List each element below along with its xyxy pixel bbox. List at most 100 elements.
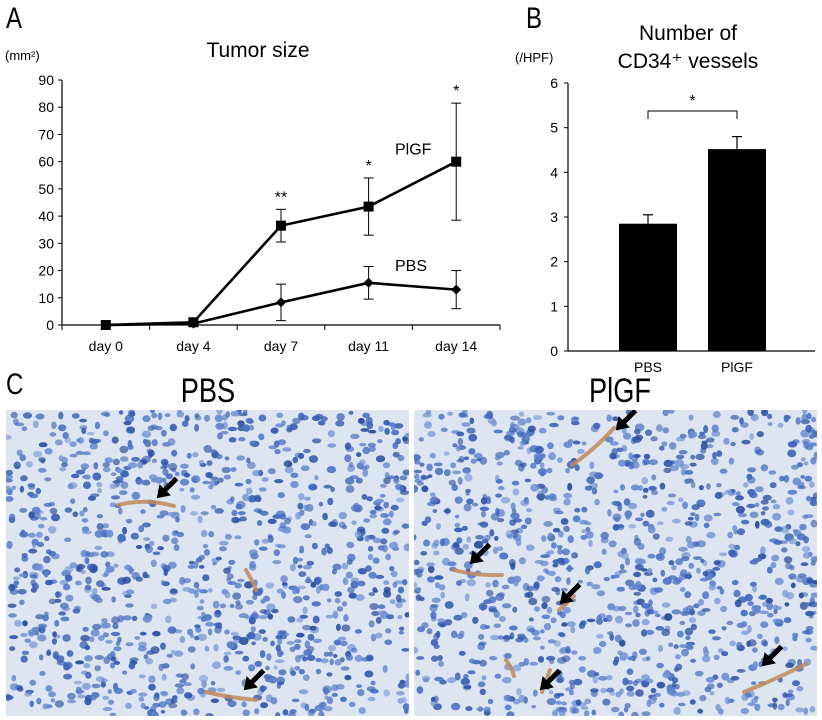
tissue-nucleus	[372, 557, 380, 564]
tissue-nucleus	[51, 421, 57, 430]
tissue-nucleus	[368, 620, 375, 628]
tissue-nucleus	[366, 496, 373, 502]
tissue-nucleus	[612, 605, 621, 612]
tissue-nucleus	[367, 553, 374, 561]
tissue-nucleus	[727, 531, 733, 539]
tissue-nucleus	[419, 462, 425, 467]
tissue-nucleus	[431, 496, 438, 504]
tissue-nucleus	[509, 625, 518, 631]
tissue-nucleus	[228, 437, 237, 443]
tissue-nucleus	[512, 698, 521, 705]
tissue-nucleus	[208, 484, 214, 490]
tissue-nucleus	[354, 530, 362, 539]
tissue-nucleus	[209, 449, 217, 454]
tissue-nucleus	[556, 677, 564, 683]
tissue-nucleus	[383, 589, 392, 598]
tissue-nucleus	[223, 651, 232, 656]
tissue-nucleus	[447, 561, 457, 567]
tissue-nucleus	[584, 710, 590, 716]
tissue-nucleus	[457, 498, 463, 502]
tissue-nucleus	[320, 701, 326, 708]
tissue-nucleus	[276, 412, 283, 418]
tissue-nucleus	[616, 447, 624, 453]
tissue-nucleus	[452, 443, 458, 448]
tissue-nucleus	[262, 636, 268, 642]
tissue-nucleus	[367, 442, 376, 448]
tissue-nucleus	[138, 696, 145, 702]
tissue-nucleus	[91, 594, 101, 602]
tissue-nucleus	[703, 522, 710, 529]
tissue-nucleus	[187, 628, 194, 636]
tissue-nucleus	[749, 581, 757, 587]
tissue-nucleus	[208, 587, 213, 593]
tissue-nucleus	[8, 613, 17, 618]
tissue-nucleus	[684, 591, 692, 599]
tissue-nucleus	[122, 526, 128, 535]
tissue-nucleus	[193, 581, 200, 589]
tissue-nucleus	[633, 454, 641, 458]
tissue-nucleus	[259, 609, 268, 614]
tissue-nucleus	[234, 535, 242, 540]
tissue-nucleus	[11, 485, 17, 490]
tissue-nucleus	[614, 516, 620, 523]
tissue-nucleus	[673, 707, 681, 715]
tissue-nucleus	[800, 457, 806, 462]
tissue-nucleus	[123, 421, 132, 426]
tissue-nucleus	[433, 462, 443, 467]
tissue-nucleus	[375, 632, 383, 639]
tissue-nucleus	[125, 518, 133, 524]
tissue-nucleus	[723, 437, 730, 445]
tissue-nucleus	[275, 712, 281, 716]
tissue-nucleus	[510, 502, 516, 511]
tissue-nucleus	[261, 477, 269, 482]
tissue-nucleus	[402, 703, 409, 711]
tissue-nucleus	[214, 609, 222, 618]
tissue-nucleus	[392, 442, 399, 450]
tissue-nucleus	[14, 462, 21, 467]
tissue-nucleus	[539, 462, 545, 469]
tissue-nucleus	[139, 631, 147, 636]
tissue-nucleus	[626, 685, 635, 692]
tissue-nucleus	[678, 546, 688, 552]
cd34-vessel	[116, 499, 176, 508]
tissue-nucleus	[661, 602, 671, 608]
tissue-nucleus	[119, 445, 129, 454]
tissue-nucleus	[810, 457, 817, 465]
tissue-nucleus	[427, 565, 435, 574]
tissue-nucleus	[282, 709, 289, 716]
tissue-nucleus	[495, 455, 501, 461]
tissue-nucleus	[481, 538, 489, 544]
tissue-nucleus	[734, 599, 742, 608]
tissue-nucleus	[422, 412, 432, 418]
tissue-nucleus	[43, 555, 51, 564]
chart-b-y-tick-label: 0	[550, 343, 558, 359]
tissue-nucleus	[131, 615, 138, 622]
tissue-nucleus	[805, 637, 812, 643]
tissue-nucleus	[294, 666, 301, 671]
tissue-nucleus	[244, 615, 251, 620]
tissue-nucleus	[434, 676, 444, 682]
tissue-nucleus	[747, 410, 754, 416]
tissue-nucleus	[707, 683, 715, 690]
tissue-nucleus	[317, 420, 326, 426]
tissue-nucleus	[795, 417, 801, 425]
tissue-nucleus	[803, 441, 809, 449]
tissue-nucleus	[767, 413, 773, 420]
tissue-nucleus	[623, 498, 631, 506]
tissue-nucleus	[577, 449, 585, 454]
tissue-nucleus	[86, 563, 94, 571]
tissue-nucleus	[600, 537, 609, 544]
tissue-nucleus	[141, 430, 152, 438]
tissue-nucleus	[138, 692, 148, 697]
tissue-nucleus	[371, 611, 380, 616]
tissue-nucleus	[6, 695, 14, 700]
tissue-nucleus	[555, 588, 561, 596]
tissue-nucleus	[242, 709, 250, 716]
tissue-nucleus	[632, 605, 639, 614]
tissue-nucleus	[357, 689, 365, 697]
tissue-nucleus	[345, 571, 353, 579]
tissue-nucleus	[779, 475, 785, 482]
tissue-nucleus	[304, 703, 310, 712]
tissue-nucleus	[45, 579, 53, 586]
